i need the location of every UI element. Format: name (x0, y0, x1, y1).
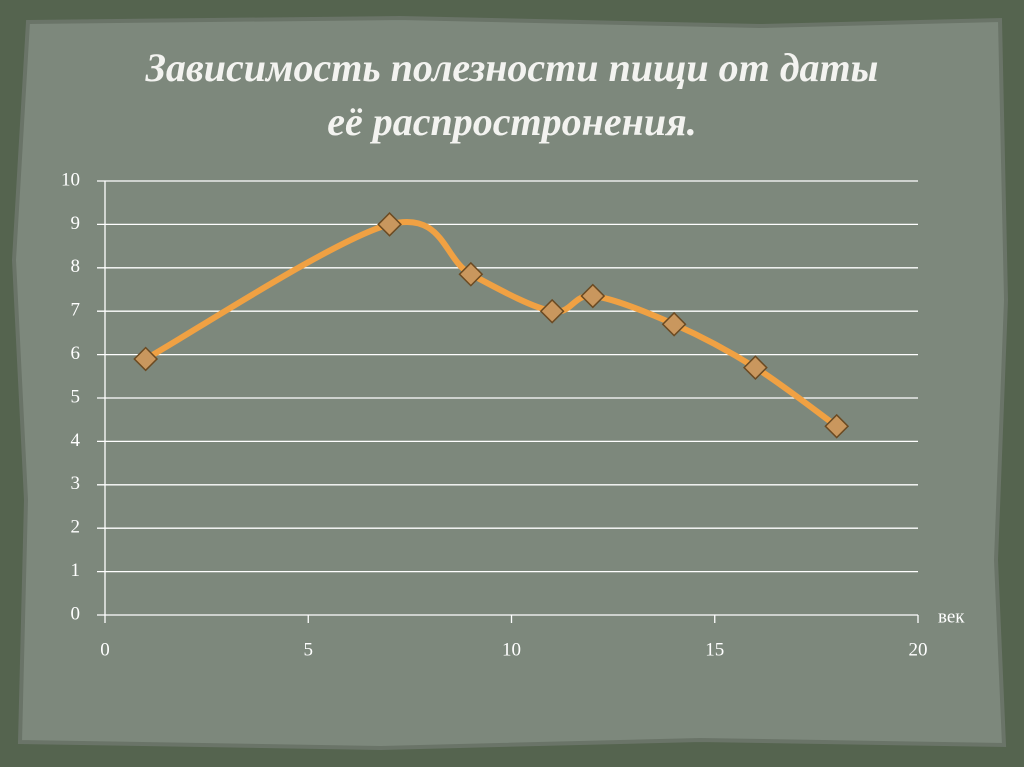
x-tick-label: 5 (304, 639, 314, 660)
y-tick-label: 9 (71, 213, 81, 234)
marker (539, 298, 565, 324)
x-tick-label: 0 (100, 639, 110, 660)
x-axis-label: век (938, 606, 965, 627)
marker (377, 212, 402, 237)
x-tick-label: 15 (705, 639, 724, 660)
y-tick-label: 1 (71, 560, 81, 581)
y-tick-label: 10 (61, 169, 80, 190)
y-tick-label: 7 (71, 300, 81, 321)
chart-title: Зависимость полезности пищи от даты (145, 45, 879, 90)
y-tick-label: 0 (71, 603, 81, 624)
marker (458, 261, 484, 287)
marker (743, 355, 768, 380)
marker (580, 283, 606, 309)
y-tick-label: 4 (71, 430, 81, 451)
y-tick-label: 5 (71, 386, 81, 407)
marker (661, 311, 687, 337)
y-tick-label: 6 (71, 343, 81, 364)
y-tick-label: 2 (71, 517, 81, 538)
paper (11, 15, 1009, 751)
marker (133, 346, 159, 372)
y-tick-label: 3 (71, 473, 81, 494)
chart-title: её распростронения. (327, 99, 696, 144)
y-tick-label: 8 (71, 256, 81, 277)
x-tick-label: 20 (909, 639, 928, 660)
marker (824, 413, 850, 439)
x-tick-label: 10 (502, 639, 521, 660)
